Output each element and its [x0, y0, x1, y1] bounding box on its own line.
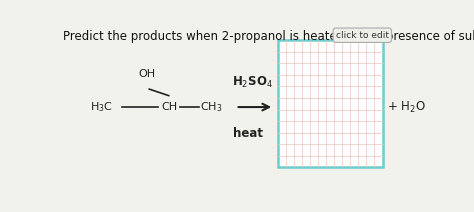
- Text: heat: heat: [233, 127, 263, 140]
- Text: H$_2$SO$_4$: H$_2$SO$_4$: [232, 75, 273, 90]
- Text: CH: CH: [161, 102, 178, 112]
- Text: CH$_3$: CH$_3$: [201, 100, 223, 114]
- Text: click to edit: click to edit: [336, 31, 389, 40]
- FancyBboxPatch shape: [278, 40, 383, 167]
- Text: Predict the products when 2-propanol is heated in the presence of sulfuric acid.: Predict the products when 2-propanol is …: [63, 30, 474, 43]
- Text: OH: OH: [139, 69, 156, 80]
- Text: H$_3$C: H$_3$C: [90, 100, 113, 114]
- Text: + H$_2$O: + H$_2$O: [387, 99, 426, 115]
